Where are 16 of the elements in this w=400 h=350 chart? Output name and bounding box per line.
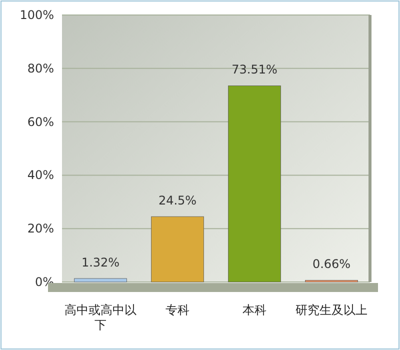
y-tick-label: 100%	[20, 8, 54, 22]
x-tick-label: 本科	[242, 303, 266, 317]
y-tick-label: 40%	[27, 168, 54, 182]
data-label: 24.5%	[158, 194, 197, 208]
x-tick-label: 专科	[166, 303, 190, 317]
x-tick-label: 高中或高中以下	[64, 303, 136, 332]
y-tick-label: 60%	[27, 114, 54, 129]
x-tick-label: 研究生及以上	[296, 303, 368, 317]
bar	[228, 86, 281, 282]
data-label: 0.66%	[312, 257, 351, 272]
bar	[74, 278, 127, 282]
data-label: 1.32%	[81, 255, 120, 270]
bar	[151, 216, 204, 282]
y-tick-label: 80%	[27, 61, 54, 76]
data-label: 73.51%	[232, 62, 278, 77]
y-tick-label: 20%	[27, 222, 54, 236]
